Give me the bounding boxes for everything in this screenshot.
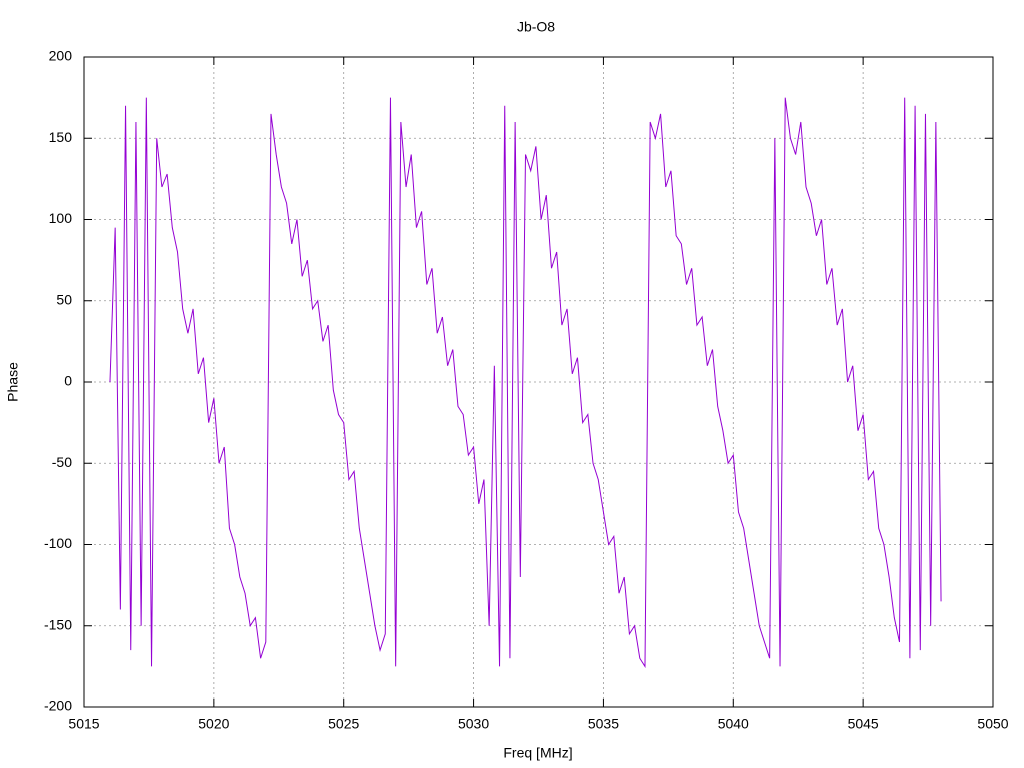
plot-frame	[83, 56, 994, 708]
y-axis-label: Phase	[5, 362, 21, 402]
y-tick-label: -100	[44, 535, 72, 551]
x-tick-label: 5045	[848, 716, 879, 732]
x-tick-label: 5050	[977, 716, 1008, 732]
chart-title: Jb-O8	[517, 19, 555, 35]
y-tick-label: -200	[44, 698, 72, 714]
x-tick-label: 5035	[588, 716, 619, 732]
x-tick-label: 5015	[68, 716, 99, 732]
x-tick-label: 5030	[458, 716, 489, 732]
y-tick-label: 100	[49, 210, 73, 226]
data-line	[109, 97, 942, 669]
y-tick-label: -150	[44, 616, 72, 632]
y-tick-label: 150	[49, 129, 73, 145]
x-tick-label: 5020	[198, 716, 229, 732]
y-tick-label: 200	[49, 48, 73, 64]
y-tick-label: -50	[52, 454, 72, 470]
x-tick-label: 5025	[328, 716, 359, 732]
y-tick-label: 0	[64, 373, 72, 389]
x-tick-label: 5040	[718, 716, 749, 732]
x-axis-label: Freq [MHz]	[503, 745, 572, 761]
y-tick-label: 50	[56, 291, 72, 307]
